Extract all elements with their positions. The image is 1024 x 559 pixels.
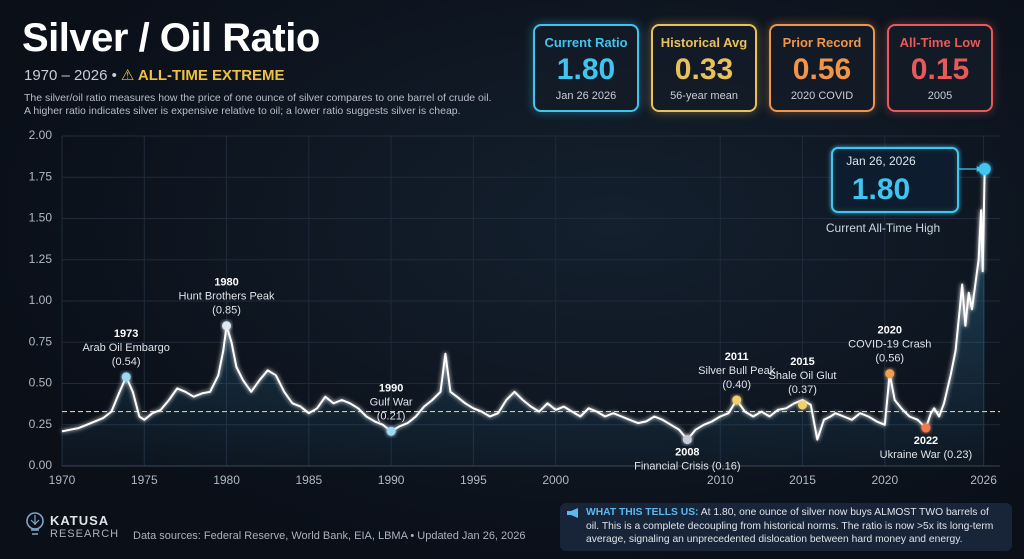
description: The silver/oil ratio measures how the pr… — [24, 92, 491, 118]
annotation-year: 2020 — [878, 325, 902, 337]
x-tick-label: 2015 — [789, 473, 816, 487]
line — [61, 168, 986, 441]
y-tick-label: 1.00 — [29, 293, 53, 307]
x-tick-label: 1985 — [295, 473, 322, 487]
annotation-label: COVID-19 Crash — [848, 339, 931, 351]
annotation-marker — [921, 423, 931, 433]
card-value: 1.80 — [556, 53, 616, 86]
callout-date: Jan 26, 2026 — [846, 154, 916, 168]
logo-subtext: RESEARCH — [50, 528, 120, 540]
chart: 0.00 0.25 0.50 0.75 1.00 1.25 1.50 1.75 2.00 1970… — [29, 128, 1000, 487]
x-tick-label: 1995 — [460, 473, 487, 487]
x-tick-label: 1980 — [213, 473, 240, 487]
y-tick-label: 0.50 — [29, 376, 53, 390]
annotation-value: (0.40) — [722, 379, 751, 391]
stat-card: Historical Avg 0.33 56-year mean — [651, 24, 757, 112]
insight-text: At 1.80, one ounce of silver now buys AL… — [586, 507, 994, 545]
y-tick-label: 0.00 — [29, 458, 53, 472]
stat-card: Current Ratio 1.80 Jan 26 2026 — [533, 24, 639, 112]
annotation-year: 2022 — [914, 435, 938, 447]
card-value: 0.15 — [910, 53, 970, 86]
annotation-value: (0.56) — [875, 353, 904, 365]
callout-marker — [978, 163, 991, 175]
x-tick-label: 2026 — [970, 473, 997, 487]
x-tick-label: 1970 — [49, 473, 76, 487]
annotation-label: Gulf War — [370, 396, 413, 408]
y-tick-label: 1.50 — [29, 211, 53, 225]
annotation-name: Ukraine War — [880, 449, 941, 461]
card-sub: 56-year mean — [670, 90, 738, 102]
title: Silver / Oil Ratio — [22, 16, 320, 60]
x-tick-label: 2020 — [871, 473, 898, 487]
card-sub: 2005 — [927, 90, 953, 102]
y-tick-label: 1.25 — [29, 252, 53, 266]
card-label: Current Ratio — [544, 35, 628, 50]
annotation-marker — [732, 395, 742, 405]
card-label: All-Time Low — [899, 35, 981, 50]
area — [62, 169, 985, 466]
sources: Data sources: Federal Reserve, World Ban… — [133, 530, 526, 542]
annotation-label: Financial Crisis (0.16) — [634, 461, 740, 473]
annotation-label: Ukraine War (0.23) — [880, 449, 973, 461]
y-tick-label: 2.00 — [29, 128, 53, 142]
x-tick-label: 1990 — [378, 473, 405, 487]
description-line: A higher ratio indicates silver is expen… — [24, 105, 461, 117]
annotation-year: 2011 — [725, 351, 749, 363]
description-line: The silver/oil ratio measures how the pr… — [24, 92, 492, 104]
annotation-marker — [386, 426, 396, 436]
card-label: Historical Avg — [660, 35, 748, 50]
annotation-value: (0.54) — [112, 356, 141, 368]
annotation-year: 1980 — [214, 277, 238, 289]
annotation-year: 1973 — [114, 328, 138, 340]
card-label: Prior Record — [782, 35, 862, 50]
y-tick-label: 1.75 — [29, 169, 53, 183]
stat-card: Prior Record 0.56 2020 COVID — [769, 24, 875, 112]
logo-text: KATUSA — [50, 513, 110, 528]
annotation-value: (0.16) — [712, 461, 741, 473]
callout-caption: Current All-Time High — [826, 221, 940, 235]
annotation-name: Financial Crisis — [634, 461, 709, 473]
subtitle-row: 1970 – 2026 • ⚠ ALL-TIME EXTREME — [24, 66, 285, 84]
x-tick-label: 1975 — [131, 473, 158, 487]
callout-box — [831, 147, 959, 213]
card-sub: Jan 26 2026 — [555, 90, 617, 102]
insight-box: WHAT THIS TELLS US: At 1.80, one ounce o… — [560, 503, 1012, 551]
alert: ⚠ ALL-TIME EXTREME — [120, 67, 285, 84]
annotation-marker — [798, 400, 808, 410]
annotation-label: Shale Oil Glut — [769, 370, 837, 382]
annotation-value: (0.23) — [943, 449, 972, 461]
annotation-value: (0.37) — [788, 384, 817, 396]
card-value: 0.56 — [792, 53, 852, 86]
card-value: 0.33 — [674, 53, 734, 86]
annotation-year: 2015 — [790, 356, 814, 368]
annotation-label: Silver Bull Peak — [698, 365, 776, 377]
annotation-year: 2008 — [675, 447, 699, 459]
annotation-label: Hunt Brothers Peak — [179, 291, 275, 303]
logo-icon — [26, 512, 44, 535]
annotation-label: Arab Oil Embargo — [82, 342, 169, 354]
x-tick-label: 2010 — [707, 473, 734, 487]
annotation-value: (0.21) — [377, 410, 406, 422]
annotation-marker — [885, 369, 895, 379]
annotation-marker — [682, 435, 692, 445]
annotation-year: 1990 — [379, 382, 403, 394]
stat-card: All-Time Low 0.15 2005 — [887, 24, 993, 112]
card-sub: 2020 COVID — [790, 90, 854, 102]
subtitle: 1970 – 2026 • — [24, 67, 117, 84]
y-tick-label: 0.25 — [29, 417, 53, 431]
megaphone-icon — [567, 508, 578, 518]
callout-value: 1.80 — [852, 173, 910, 206]
x-tick-label: 2000 — [542, 473, 569, 487]
insight-title: WHAT THIS TELLS US: — [586, 507, 699, 518]
annotation-marker — [222, 321, 232, 331]
annotation-value: (0.85) — [212, 305, 241, 317]
y-tick-label: 0.75 — [29, 334, 53, 348]
annotation-marker — [121, 372, 131, 382]
